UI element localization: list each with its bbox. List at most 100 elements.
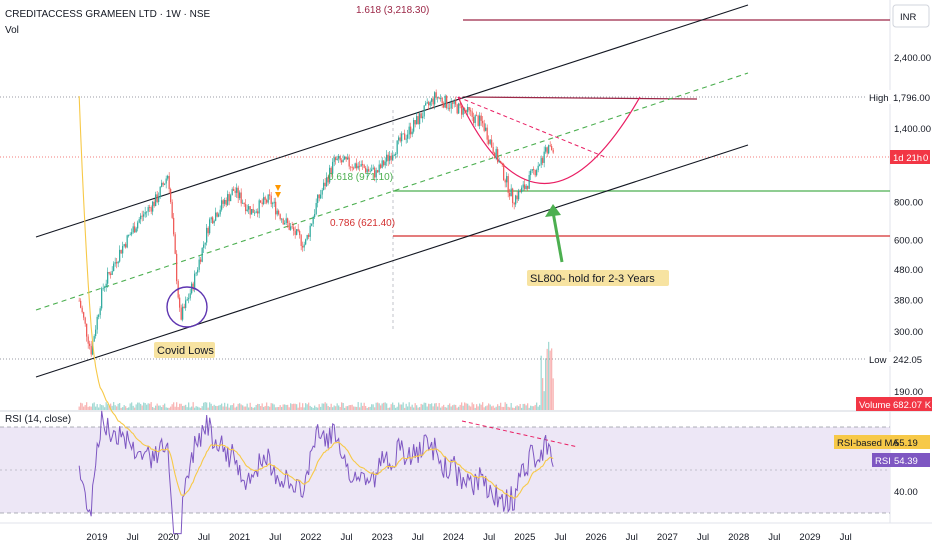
candle-body — [87, 336, 89, 344]
volume-bar — [273, 404, 275, 410]
volume-bar — [351, 404, 353, 410]
volume-bar — [188, 402, 190, 410]
volume-bar — [267, 406, 269, 410]
candle-body — [392, 155, 394, 160]
neckline — [462, 96, 698, 100]
volume-bar — [248, 407, 250, 410]
candle-body — [132, 226, 134, 233]
volume-bar — [356, 406, 358, 410]
arrow-head-icon — [545, 204, 561, 217]
candle-body — [101, 288, 103, 309]
volume-bar — [395, 407, 397, 410]
volume-bar — [333, 405, 335, 410]
volume-bar — [443, 404, 445, 410]
candle-body — [150, 207, 152, 212]
candle-body — [143, 214, 145, 217]
candle-body — [89, 343, 91, 346]
candle-body — [309, 225, 311, 237]
volume-bar — [212, 406, 214, 410]
candle-body — [110, 273, 112, 275]
volume-bar — [134, 407, 136, 410]
volume-bar — [533, 406, 535, 410]
volume-bar — [321, 403, 323, 410]
volume-bar — [516, 405, 518, 410]
candle-body — [405, 138, 407, 140]
candle-body — [138, 219, 140, 223]
volume-bar — [254, 407, 256, 410]
time-axis[interactable]: 2019 Jul 2020 Jul 2021 Jul 2022 Jul 2023 Jul 2024 J… — [86, 532, 851, 543]
volume-bar — [86, 402, 88, 410]
volume-bar — [317, 407, 319, 410]
volume-bar — [350, 405, 352, 410]
volume-bar — [416, 405, 418, 410]
volume-bar — [189, 407, 191, 410]
volume-bar — [252, 407, 254, 410]
volume-bar — [552, 378, 554, 410]
candle-body — [342, 159, 344, 163]
volume-bar — [242, 405, 244, 410]
candle-body — [105, 283, 107, 287]
volume-bar — [240, 404, 242, 410]
candle-body — [486, 127, 488, 140]
volume-bar — [272, 403, 274, 410]
volume-bar — [131, 402, 133, 410]
volume-bar — [204, 402, 206, 410]
fib-0618-label: 0.618 (971.10) — [328, 172, 393, 183]
candle-body — [171, 201, 173, 218]
candle-body — [327, 177, 329, 183]
candle-body — [146, 211, 148, 213]
volume-bar — [548, 341, 550, 410]
candle-body — [227, 194, 229, 205]
candle-body — [285, 218, 287, 223]
volume-bar — [288, 407, 290, 410]
volume-bar — [494, 407, 496, 410]
volume-bar — [117, 403, 119, 410]
volume-bar — [537, 406, 539, 410]
volume-bar — [224, 402, 226, 410]
volume-bar — [158, 405, 160, 410]
candle-body — [102, 287, 104, 289]
volume-bar — [173, 402, 175, 410]
candle-body — [192, 283, 194, 290]
candle-body — [480, 115, 482, 121]
time-axis-tick: 2023 — [372, 532, 393, 543]
candle-body — [386, 154, 388, 162]
volume-bar — [455, 404, 457, 410]
volume-bar — [363, 402, 365, 410]
volume-bar — [300, 407, 302, 410]
candle-body — [245, 204, 247, 212]
price-downtrend-line — [457, 96, 606, 158]
volume-bar — [477, 406, 479, 410]
volume-bar — [398, 402, 400, 410]
time-axis-tick: Jul — [198, 532, 210, 543]
candle-body — [170, 189, 172, 202]
candle-body — [536, 170, 538, 176]
volume-bar — [263, 406, 265, 410]
currency-badge[interactable] — [892, 4, 930, 28]
volume-bar — [435, 403, 437, 410]
volume-bar — [227, 403, 229, 410]
time-axis-tick: 2022 — [300, 532, 321, 543]
candle-body — [233, 189, 235, 191]
candle-body — [165, 178, 167, 184]
candle-body — [228, 194, 230, 202]
candle-body — [99, 308, 101, 316]
volume-bar — [482, 402, 484, 410]
candle-body — [416, 116, 418, 125]
volume-bar — [492, 405, 494, 410]
price-axis-tick: 1,400.00 — [894, 124, 931, 135]
candle-body — [167, 175, 169, 179]
volume-bar — [366, 407, 368, 410]
volume-bar — [449, 403, 451, 410]
volume-bar — [453, 404, 455, 410]
candle-body — [470, 110, 472, 112]
candle-body — [359, 165, 361, 167]
candles-group — [78, 89, 554, 357]
volume-bar — [518, 406, 520, 410]
volume-bar — [312, 407, 314, 410]
price-axis[interactable]: 2,400.00 1,400.00 800.00 600.00 480.00 380.00… — [894, 53, 931, 398]
volume-bar — [281, 406, 283, 410]
candle-body — [399, 137, 401, 142]
volume-bar — [110, 403, 112, 410]
